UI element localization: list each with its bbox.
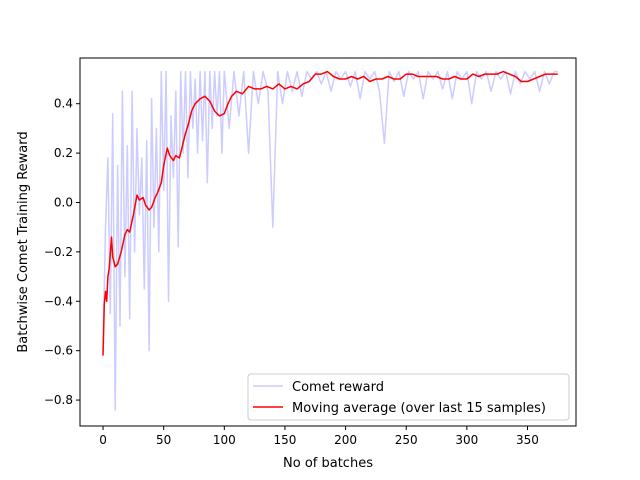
x-axis-ticks: 0 50 100 150 200 250 300 350 bbox=[99, 426, 539, 447]
legend-box bbox=[247, 373, 570, 421]
x-tick-label: 50 bbox=[156, 433, 171, 447]
x-tick-label: 350 bbox=[516, 433, 539, 447]
series-line-comet-reward bbox=[102, 70, 558, 411]
x-tick-label: 200 bbox=[334, 433, 357, 447]
y-tick-label: −0.8 bbox=[44, 393, 73, 407]
legend-label-comet-reward: Comet reward bbox=[292, 380, 384, 395]
x-axis-label: No of batches bbox=[283, 456, 373, 471]
y-tick-label: 0.0 bbox=[54, 195, 73, 209]
y-tick-label: −0.4 bbox=[44, 294, 73, 308]
y-tick-label: 0.4 bbox=[54, 97, 73, 111]
y-tick-label: −0.2 bbox=[44, 245, 73, 259]
x-tick-label: 300 bbox=[455, 433, 478, 447]
x-tick-label: 150 bbox=[273, 433, 296, 447]
x-tick-label: 250 bbox=[395, 433, 418, 447]
y-axis-label: Batchwise Comet Training Reward bbox=[16, 131, 31, 352]
x-tick-label: 100 bbox=[213, 433, 236, 447]
y-tick-label: −0.6 bbox=[44, 344, 73, 358]
y-tick-label: 0.2 bbox=[54, 146, 73, 160]
series-layer bbox=[102, 70, 558, 411]
series-line-moving-average bbox=[102, 70, 558, 356]
legend-label-moving-average: Moving average (over last 15 samples) bbox=[292, 401, 546, 416]
x-tick-label: 0 bbox=[99, 433, 107, 447]
plot-frame bbox=[79, 57, 577, 427]
y-axis-ticks: −0.8 −0.6 −0.4 −0.2 0.0 0.2 0.4 bbox=[44, 97, 80, 407]
legend: Comet reward Moving average (over last 1… bbox=[247, 373, 570, 421]
